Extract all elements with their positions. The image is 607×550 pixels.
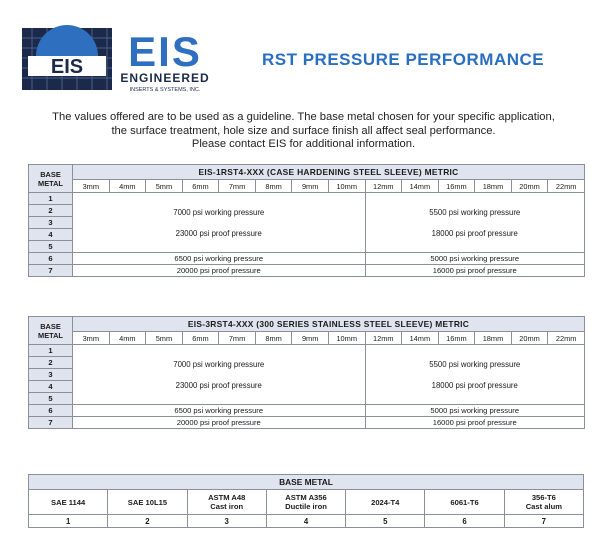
material-name: SAE 10L15 — [107, 489, 188, 515]
size-header: 6mm — [181, 331, 220, 345]
size-header: 14mm — [401, 331, 439, 345]
table-title: EIS-3RST4-XXX (300 SERIES STAINLESS STEE… — [72, 316, 585, 332]
base-metal-header: BASE METAL — [28, 164, 73, 193]
proof-pressure: 16000 psi proof pressure — [364, 264, 585, 277]
logo-brand: ENGINEERED — [120, 71, 209, 85]
metal-row-label: 2 — [28, 204, 73, 217]
pressure-block-small-sizes: 7000 psi working pressure 23000 psi proo… — [72, 344, 366, 405]
working-pressure: 7000 psi working pressure — [173, 359, 265, 369]
working-pressure: 5500 psi working pressure — [429, 359, 521, 369]
size-header: 3mm — [72, 331, 110, 345]
size-header: 10mm — [327, 179, 366, 193]
metal-row-label: 5 — [28, 392, 73, 405]
intro-text: The values offered are to be used as a g… — [0, 111, 607, 152]
size-header: 10mm — [327, 331, 366, 345]
size-header: 18mm — [474, 331, 512, 345]
size-header: 12mm — [364, 331, 403, 345]
size-header: 8mm — [254, 179, 293, 193]
size-header: 9mm — [291, 179, 329, 193]
proof-pressure: 20000 psi proof pressure — [72, 416, 366, 429]
eis-logo: EIS EIS ENGINEERED INSERTS & SYSTEMS, IN… — [22, 25, 209, 93]
metal-row-label: 3 — [28, 368, 73, 381]
size-header: 20mm — [510, 179, 549, 193]
proof-pressure: 16000 psi proof pressure — [364, 416, 585, 429]
size-header: 9mm — [291, 331, 329, 345]
proof-pressure: 18000 psi proof pressure — [431, 228, 518, 238]
size-header: 18mm — [474, 179, 512, 193]
pressure-block-large-sizes: 5500 psi working pressure 18000 psi proo… — [364, 344, 585, 405]
size-header: 7mm — [218, 179, 256, 193]
page-header: EIS EIS ENGINEERED INSERTS & SYSTEMS, IN… — [0, 0, 607, 110]
table-stainless-steel: BASE METAL EIS-3RST4-XXX (300 SERIES STAI… — [28, 316, 585, 429]
size-header: 3mm — [72, 179, 110, 193]
material-number: 7 — [503, 514, 585, 528]
pressure-block-small-sizes: 7000 psi working pressure 23000 psi proo… — [72, 192, 366, 253]
table-case-hardening-steel: BASE METAL EIS-1RST4-XXX (CASE HARDENING … — [28, 164, 585, 277]
metal-row-label: 5 — [28, 240, 73, 253]
material-name: ASTM A48 Cast iron — [186, 489, 267, 515]
working-pressure: 5000 psi working pressure — [364, 404, 585, 417]
metal-row-label: 4 — [28, 380, 73, 393]
size-header: 6mm — [181, 179, 220, 193]
proof-pressure: 23000 psi proof pressure — [175, 228, 262, 238]
logo-letters: EIS — [128, 28, 202, 75]
metal-row-label: 7 — [28, 264, 73, 277]
size-header: 14mm — [401, 179, 439, 193]
metal-row-label: 1 — [28, 192, 73, 205]
material-name: 2024-T4 — [345, 489, 426, 515]
proof-pressure: 20000 psi proof pressure — [72, 264, 366, 277]
intro-line-2: the surface treatment, hole size and sur… — [111, 124, 496, 137]
intro-line-3: Please contact EIS for additional inform… — [191, 138, 416, 151]
proof-pressure: 18000 psi proof pressure — [431, 380, 518, 390]
metal-row-label: 6 — [28, 252, 73, 265]
metal-row-label: 3 — [28, 216, 73, 229]
material-name: 356-T6 Cast alum — [503, 489, 585, 515]
metal-row-label: 4 — [28, 228, 73, 241]
legend-title: BASE METAL — [28, 474, 584, 490]
material-number: 5 — [345, 514, 426, 528]
material-number: 6 — [424, 514, 505, 528]
working-pressure: 6500 psi working pressure — [72, 252, 366, 265]
logo-emblem-letters: EIS — [51, 56, 83, 78]
size-header: 16mm — [437, 179, 476, 193]
logo-subtitle: INSERTS & SYSTEMS, INC. — [130, 87, 201, 93]
working-pressure: 5000 psi working pressure — [364, 252, 585, 265]
pressure-block-large-sizes: 5500 psi working pressure 18000 psi proo… — [364, 192, 585, 253]
table-title: EIS-1RST4-XXX (CASE HARDENING STEEL SLEE… — [72, 164, 585, 180]
size-header: 20mm — [510, 331, 549, 345]
material-name: SAE 1144 — [27, 489, 109, 515]
size-header: 4mm — [108, 331, 147, 345]
proof-pressure: 23000 psi proof pressure — [175, 380, 262, 390]
size-header: 22mm — [547, 331, 585, 345]
working-pressure: 7000 psi working pressure — [173, 207, 265, 217]
metal-row-label: 6 — [28, 404, 73, 417]
working-pressure: 6500 psi working pressure — [72, 404, 366, 417]
material-number: 2 — [107, 514, 188, 528]
size-header: 22mm — [547, 179, 585, 193]
size-header: 12mm — [364, 179, 403, 193]
intro-line-1: The values offered are to be used as a g… — [52, 111, 555, 123]
material-number: 4 — [265, 514, 347, 528]
base-metal-header: BASE METAL — [28, 316, 73, 345]
size-header: 16mm — [437, 331, 476, 345]
working-pressure: 5500 psi working pressure — [429, 207, 521, 217]
page-title: RST PRESSURE PERFORMANCE — [262, 50, 545, 69]
size-header: 8mm — [254, 331, 293, 345]
material-name: ASTM A356 Ductile iron — [265, 489, 347, 515]
size-header: 5mm — [145, 331, 183, 345]
size-header: 4mm — [108, 179, 147, 193]
material-number: 1 — [27, 514, 109, 528]
metal-row-label: 1 — [28, 344, 73, 357]
material-number: 3 — [186, 514, 267, 528]
metal-row-label: 7 — [28, 416, 73, 429]
material-name: 6061-T6 — [424, 489, 505, 515]
metal-row-label: 2 — [28, 356, 73, 369]
size-header: 7mm — [218, 331, 256, 345]
size-header: 5mm — [145, 179, 183, 193]
base-metal-legend: BASE METAL SAE 1144 SAE 10L15 ASTM A48 Ca… — [27, 474, 585, 528]
